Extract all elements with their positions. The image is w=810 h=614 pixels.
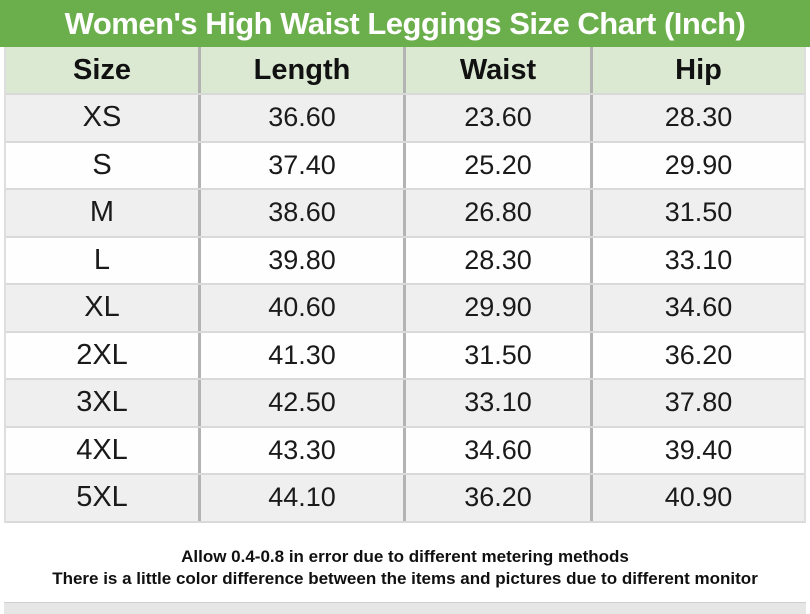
value-cell: 33.10 bbox=[664, 244, 733, 275]
value-cell: 26.80 bbox=[406, 190, 593, 236]
size-cell: 5XL bbox=[6, 475, 201, 521]
value-cell: 29.90 bbox=[664, 149, 733, 180]
value-cell: 42.50 bbox=[201, 380, 406, 426]
footer-note-metering: Allow 0.4-0.8 in error due to different … bbox=[181, 546, 629, 566]
value-cell: 29.90 bbox=[406, 285, 593, 331]
value-cell: 37.40 bbox=[201, 142, 406, 188]
value-cell: 41.30 bbox=[201, 332, 406, 378]
chart-title: Women's High Waist Leggings Size Chart (… bbox=[64, 5, 746, 41]
table-row: 2XL 41.30 31.50 36.20 bbox=[6, 332, 804, 380]
size-cell: 3XL bbox=[6, 380, 201, 426]
column-header-waist: Waist bbox=[406, 47, 593, 93]
value-cell: 28.30 bbox=[406, 237, 593, 283]
value-cell: 39.40 bbox=[664, 434, 733, 465]
value-cell: 36.60 bbox=[201, 95, 406, 141]
value-cell: 40.60 bbox=[201, 285, 406, 331]
value-cell: 38.60 bbox=[201, 190, 406, 236]
cropped-next-row bbox=[4, 602, 806, 614]
size-cell: XL bbox=[6, 285, 201, 331]
footer-note-color: There is a little color difference betwe… bbox=[52, 568, 758, 588]
table-row: S 37.40 25.20 29.90 bbox=[6, 142, 804, 190]
table-rows: XS 36.60 23.60 28.30 S 37.40 25.20 29.90 M 38.60 2… bbox=[6, 95, 804, 523]
size-cell: 4XL bbox=[6, 427, 201, 473]
chart-title-bar: Women's High Waist Leggings Size Chart (… bbox=[0, 0, 810, 47]
table-row: L 39.80 28.30 33.10 bbox=[6, 237, 804, 285]
value-cell: 34.60 bbox=[664, 292, 733, 323]
value-cell: 40.90 bbox=[664, 482, 733, 513]
value-cell: 36.20 bbox=[664, 339, 733, 370]
value-cell: 31.50 bbox=[664, 197, 733, 228]
value-cell: 37.80 bbox=[664, 387, 733, 418]
size-cell: L bbox=[6, 237, 201, 283]
table-row: 5XL 44.10 36.20 40.90 bbox=[6, 475, 804, 523]
value-cell: 43.30 bbox=[201, 427, 406, 473]
size-cell: S bbox=[6, 142, 201, 188]
size-cell: XS bbox=[6, 95, 201, 141]
size-cell: M bbox=[6, 190, 201, 236]
value-cell: 28.30 bbox=[664, 102, 733, 133]
value-cell: 36.20 bbox=[406, 475, 593, 521]
value-cell: 44.10 bbox=[201, 475, 406, 521]
table-row: XL 40.60 29.90 34.60 bbox=[6, 285, 804, 333]
column-header-length: Length bbox=[201, 47, 406, 93]
value-cell: 39.80 bbox=[201, 237, 406, 283]
value-cell: 34.60 bbox=[406, 427, 593, 473]
size-table: Size Length Waist Hip XS 36.60 23.60 28.30 S… bbox=[4, 47, 806, 523]
table-row: 4XL 43.30 34.60 39.40 bbox=[6, 427, 804, 475]
size-cell: 2XL bbox=[6, 332, 201, 378]
footer-notes: Allow 0.4-0.8 in error due to different … bbox=[0, 523, 810, 590]
table-header-row: Size Length Waist Hip bbox=[6, 47, 804, 95]
value-cell: 25.20 bbox=[406, 142, 593, 188]
table-row: XS 36.60 23.60 28.30 bbox=[6, 95, 804, 143]
column-header-hip: Hip bbox=[675, 53, 722, 86]
table-row: M 38.60 26.80 31.50 bbox=[6, 190, 804, 238]
column-header-size: Size bbox=[6, 47, 201, 93]
table-row: 3XL 42.50 33.10 37.80 bbox=[6, 380, 804, 428]
value-cell: 31.50 bbox=[406, 332, 593, 378]
value-cell: 23.60 bbox=[406, 95, 593, 141]
value-cell: 33.10 bbox=[406, 380, 593, 426]
